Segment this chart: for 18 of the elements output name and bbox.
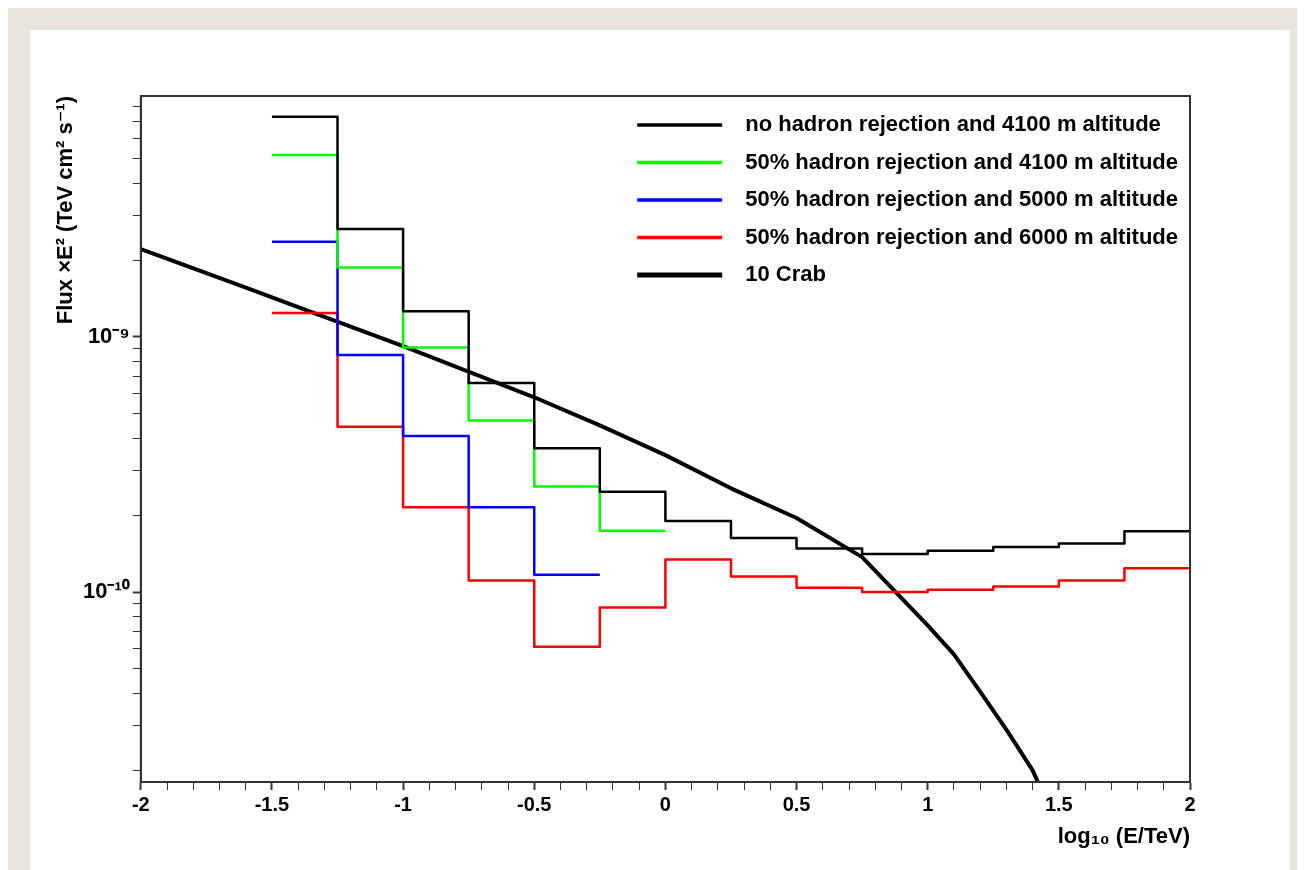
x-tick-label: -1 xyxy=(394,792,412,815)
y-tick-label: 10⁻¹⁰ xyxy=(83,578,130,604)
legend-label: 50% hadron rejection and 5000 m altitude xyxy=(745,186,1178,212)
x-tick-label: 2 xyxy=(1184,792,1196,815)
legend-label: no hadron rejection and 4100 m altitude xyxy=(745,111,1161,137)
x-tick-label: -1.5 xyxy=(254,792,290,815)
x-tick-label: 0.5 xyxy=(782,792,811,815)
x-axis-title: log₁₀ (E/TeV) xyxy=(1057,823,1191,849)
legend-label: 50% hadron rejection and 4100 m altitude xyxy=(745,148,1178,174)
y-axis-title: Flux ×E² (TeV cm² s⁻¹) xyxy=(52,96,78,325)
x-tick-label: 0 xyxy=(659,792,671,815)
x-tick-label: 1.5 xyxy=(1044,792,1073,815)
legend-label: 50% hadron rejection and 6000 m altitude xyxy=(745,223,1178,249)
x-tick-label: 1 xyxy=(922,792,934,815)
x-tick-label: -0.5 xyxy=(517,792,552,815)
y-tick-label: 10⁻⁹ xyxy=(87,322,130,348)
legend-label: 10 Crab xyxy=(745,261,826,287)
x-tick-label: -2 xyxy=(131,792,150,815)
